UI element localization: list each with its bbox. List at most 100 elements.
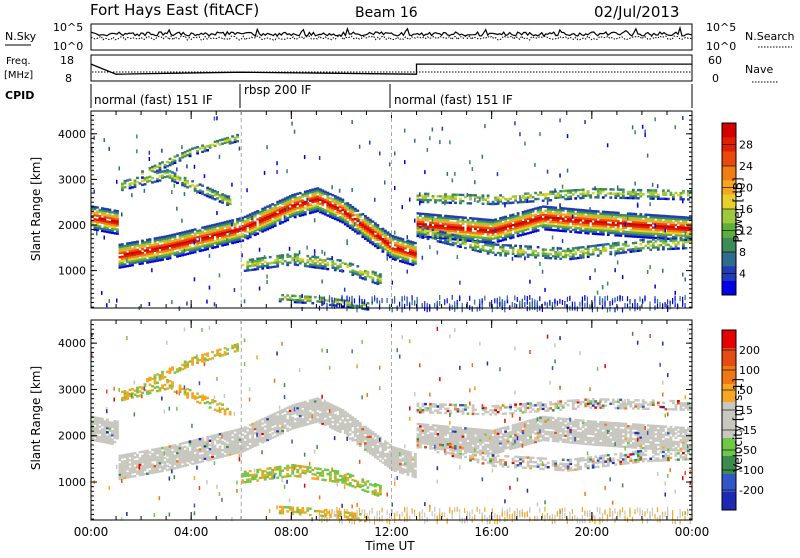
heatmap-cell	[264, 221, 267, 223]
heatmap-cell	[589, 228, 592, 230]
heatmap-cell	[229, 240, 232, 242]
heatmap-cell	[176, 154, 179, 156]
heatmap-cell	[229, 140, 232, 142]
heatmap-cell	[231, 142, 234, 144]
heatmap-cell	[166, 237, 169, 239]
heatmap-cell	[161, 248, 164, 250]
heatmap-cell	[186, 464, 189, 466]
heatmap-cell	[216, 442, 219, 444]
heatmap-cell	[509, 233, 512, 235]
heatmap-cell	[542, 205, 545, 207]
heatmap-cell	[602, 248, 605, 250]
heatmap-cell	[662, 231, 665, 233]
heatmap-cell	[231, 445, 234, 447]
heatmap-cell	[492, 223, 495, 225]
heatmap-cell	[224, 446, 227, 448]
heatmap-cell	[196, 244, 199, 246]
heatmap-cell	[589, 245, 592, 247]
heatmap-cell	[114, 220, 117, 222]
heatmap-cell	[479, 197, 481, 201]
heatmap-cell	[166, 381, 169, 383]
heatmap-cell	[529, 303, 530, 308]
heatmap-cell	[199, 455, 202, 457]
heatmap-cell	[196, 449, 199, 451]
heatmap-cell	[191, 363, 194, 365]
heatmap-cell	[549, 199, 552, 201]
heatmap-cell	[384, 181, 386, 185]
heatmap-cell	[184, 365, 187, 367]
heatmap-cell	[229, 443, 232, 445]
heatmap-cell	[554, 195, 557, 197]
nsearch-trace	[91, 36, 692, 40]
heatmap-cell	[176, 247, 179, 249]
heatmap-cell	[301, 301, 304, 303]
heatmap-cell	[219, 235, 222, 237]
heatmap-cell	[349, 265, 352, 267]
heatmap-cell	[194, 443, 197, 445]
heatmap-cell	[427, 234, 430, 236]
heatmap-cell	[181, 182, 184, 184]
heatmap-cell	[214, 145, 217, 147]
heatmap-cell	[276, 217, 279, 219]
heatmap-cell	[146, 261, 149, 263]
heatmap-cell	[156, 460, 159, 462]
heatmap-cell	[159, 462, 162, 464]
heatmap-cell	[159, 449, 162, 451]
heatmap-cell	[216, 351, 219, 353]
heatmap-cell	[527, 210, 530, 212]
heatmap-cell	[169, 458, 172, 460]
heatmap-cell	[372, 241, 375, 243]
heatmap-cell	[149, 460, 152, 462]
heatmap-cell	[642, 234, 645, 236]
heatmap-cell	[154, 467, 157, 469]
heatmap-cell	[670, 248, 673, 250]
heatmap-cell	[201, 185, 204, 187]
heatmap-cell	[477, 224, 480, 226]
heatmap-cell	[279, 206, 282, 208]
heatmap-cell	[617, 244, 620, 246]
heatmap-cell	[226, 446, 229, 448]
heatmap-cell	[131, 455, 134, 457]
heatmap-cell	[677, 228, 680, 230]
heatmap-cell	[319, 259, 322, 261]
heatmap-cell	[627, 191, 630, 193]
heatmap-cell	[286, 254, 289, 256]
heatmap-cell	[201, 151, 204, 153]
heatmap-cell	[382, 240, 385, 242]
heatmap-cell	[184, 393, 187, 395]
heatmap-cell	[101, 432, 104, 434]
heatmap-cell	[334, 205, 337, 207]
heatmap-cell	[221, 138, 224, 140]
heatmap-cell	[627, 212, 630, 214]
heatmap-cell	[216, 235, 219, 237]
heatmap-cell	[96, 206, 99, 208]
heatmap-cell	[547, 214, 550, 216]
heatmap-cell	[349, 271, 352, 273]
heatmap-cell	[114, 433, 117, 435]
heatmap-cell	[334, 216, 337, 218]
heatmap-cell	[146, 239, 149, 241]
heatmap-cell	[437, 234, 440, 236]
heatmap-cell	[502, 302, 503, 307]
heatmap-cell	[169, 407, 171, 411]
heatmap-cell	[154, 244, 157, 246]
heatmap-cell	[472, 234, 475, 236]
heatmap-cell	[670, 232, 673, 234]
heatmap-cell	[662, 223, 665, 225]
heatmap-cell	[419, 221, 422, 223]
heatmap-cell	[191, 459, 194, 461]
heatmap-cell	[246, 217, 249, 219]
heatmap-cell	[439, 227, 442, 229]
heatmap-cell	[226, 437, 229, 439]
heatmap-cell	[209, 190, 212, 192]
heatmap-cell	[146, 247, 149, 249]
heatmap-cell	[647, 218, 650, 220]
heatmap-cell	[507, 202, 510, 204]
heatmap-cell	[657, 244, 660, 246]
heatmap-cell	[211, 435, 214, 437]
heatmap-cell	[602, 217, 605, 219]
heatmap-cell	[439, 140, 441, 144]
heatmap-cell	[179, 445, 182, 447]
beam-title: Beam 16	[355, 5, 418, 21]
heatmap-cell	[184, 153, 187, 155]
